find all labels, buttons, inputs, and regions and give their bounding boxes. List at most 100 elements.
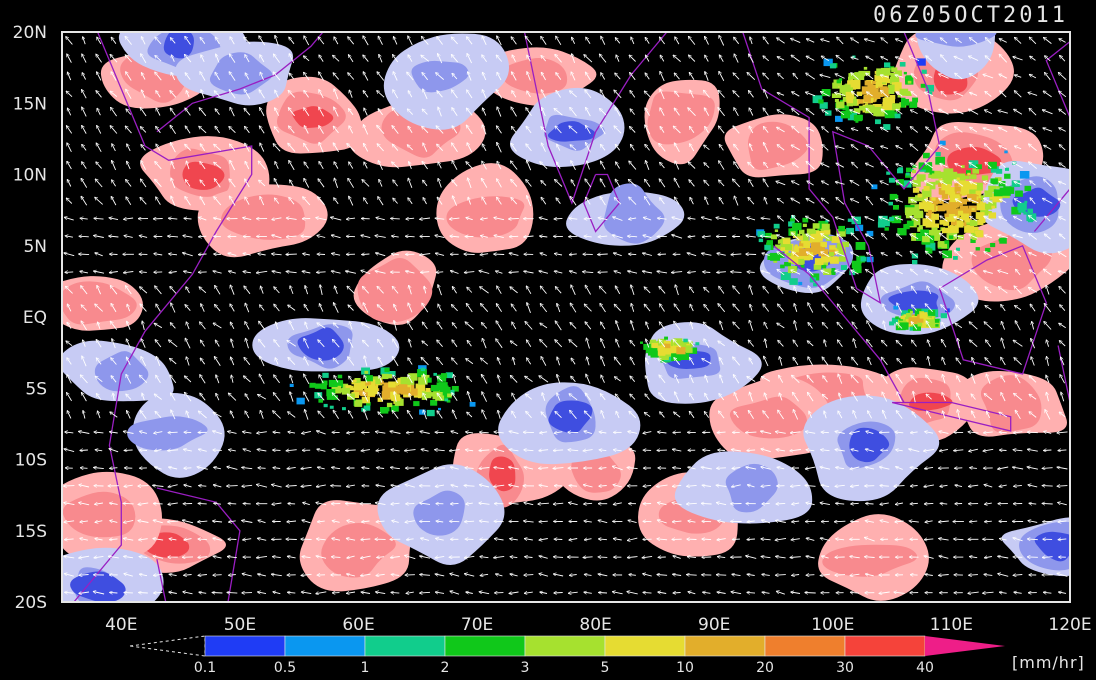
- negative-anomaly-core: [209, 52, 273, 95]
- wind-arrow: [792, 109, 800, 116]
- precip-cell: [400, 377, 411, 385]
- precip-cell: [910, 204, 920, 212]
- precip-cell: [904, 314, 908, 317]
- precip-cell: [851, 260, 862, 269]
- precip-cell: [773, 223, 780, 229]
- precip-cell: [878, 85, 883, 89]
- wind-arrow: [156, 91, 161, 98]
- precip-cell: [889, 94, 896, 100]
- precip-cell: [773, 259, 778, 263]
- precip-cell: [964, 190, 971, 196]
- precip-cell: [1011, 206, 1021, 215]
- latitude-tick-label: 20S: [15, 593, 47, 613]
- precip-cell: [954, 186, 961, 192]
- precip-cell: [829, 252, 834, 257]
- wind-arrow: [155, 37, 162, 45]
- wind-arrow: [1029, 108, 1037, 116]
- precip-cell: [925, 84, 934, 92]
- wind-arrow: [216, 54, 220, 63]
- precip-cell: [685, 347, 693, 353]
- wind-arrow: [66, 91, 73, 98]
- colorbar-box: [764, 635, 846, 657]
- positive-anomaly-core: [502, 58, 568, 94]
- longitude-axis: 40E 50E 60E 70E 80E 90E 100E 110E 120E: [105, 615, 1091, 635]
- precip-cell: [964, 187, 969, 192]
- wind-arrow: [630, 73, 636, 81]
- precip-cell: [1019, 171, 1030, 179]
- wind-arrow: [483, 108, 487, 116]
- precip-cell: [818, 237, 823, 242]
- precip-cell: [847, 80, 854, 86]
- wind-arrow: [690, 90, 694, 98]
- wind-arrow: [111, 37, 117, 44]
- precip-cell: [838, 256, 846, 262]
- precip-cell: [386, 402, 393, 408]
- wind-arrow: [778, 73, 784, 80]
- wind-arrow: [408, 36, 413, 46]
- wind-arrow: [555, 55, 562, 63]
- precip-cell: [928, 91, 933, 95]
- wind-arrow: [66, 37, 73, 45]
- wind-arrow: [451, 55, 459, 63]
- wind-arrow: [673, 55, 681, 62]
- precip-cell: [812, 223, 820, 229]
- wind-arrow: [954, 57, 963, 61]
- wind-arrow: [554, 218, 563, 219]
- precip-cell: [969, 188, 976, 194]
- precip-cell: [899, 62, 906, 67]
- wind-arrow: [199, 486, 207, 487]
- wind-arrow: [539, 521, 548, 522]
- wind-arrow: [1029, 37, 1037, 45]
- wind-arrow: [646, 55, 650, 62]
- precip-cell: [937, 205, 946, 212]
- wind-arrow: [527, 55, 531, 62]
- precip-cell: [798, 229, 805, 235]
- wind-arrow: [881, 91, 889, 98]
- wind-arrow: [705, 55, 709, 62]
- wind-arrow: [527, 72, 531, 81]
- precip-cell: [944, 240, 949, 244]
- latitude-tick-label: 10S: [15, 451, 47, 471]
- precip-cell: [831, 271, 836, 275]
- wind-arrow: [541, 37, 547, 45]
- precip-cell: [883, 221, 890, 227]
- precip-cell: [1017, 202, 1027, 211]
- precip-cell: [891, 103, 901, 111]
- wind-arrow: [186, 91, 190, 98]
- precip-cell: [956, 177, 960, 181]
- wind-arrow: [866, 503, 874, 504]
- precip-cell: [871, 184, 878, 190]
- wind-arrow: [894, 486, 905, 487]
- wind-arrow: [451, 503, 459, 504]
- wind-arrow: [601, 36, 606, 45]
- wind-arrow: [378, 36, 383, 45]
- latitude-tick-label: 20N: [13, 23, 47, 43]
- precip-cell: [876, 77, 883, 83]
- precip-cell: [840, 99, 844, 103]
- wind-arrow: [999, 54, 1008, 63]
- wind-arrow: [911, 39, 918, 43]
- precip-cell: [935, 324, 939, 327]
- precip-cell: [882, 102, 893, 110]
- latitude-tick-label: 15S: [15, 522, 47, 542]
- precip-cell: [368, 386, 378, 395]
- coastline: [156, 487, 241, 602]
- precip-cell: [846, 227, 854, 235]
- wind-arrow: [689, 55, 696, 62]
- precip-cell: [831, 93, 838, 98]
- precip-cell: [908, 317, 918, 325]
- positive-anomaly-core: [980, 375, 1042, 433]
- wind-arrow: [155, 56, 162, 62]
- colorbar-box: [364, 635, 446, 657]
- wind-arrow: [156, 127, 161, 134]
- wind-arrow: [688, 108, 696, 117]
- precip-cell: [443, 386, 451, 393]
- precip-cell: [664, 336, 668, 340]
- precip-cell: [941, 184, 951, 192]
- precip-cell: [912, 169, 916, 174]
- wind-arrow: [199, 126, 207, 134]
- wind-arrow: [835, 521, 846, 522]
- precip-cell: [377, 397, 383, 402]
- precip-cell: [426, 409, 435, 417]
- precip-cell: [847, 218, 852, 222]
